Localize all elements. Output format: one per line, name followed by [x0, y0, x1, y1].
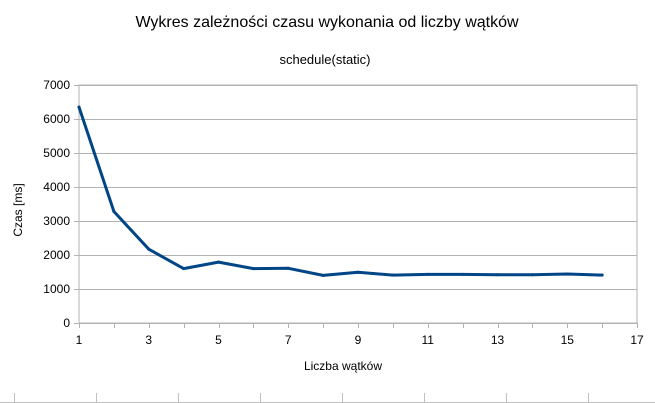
data-point	[182, 267, 186, 271]
y-tick-label: 4000	[43, 180, 70, 194]
y-tick-label: 2000	[43, 248, 70, 262]
y-tick-label: 0	[63, 316, 70, 330]
data-point	[356, 270, 360, 274]
chart-subtitle: schedule(static)	[279, 52, 370, 67]
y-axis-ticks: 0 1000 2000 3000 4000 5000 6000 7000	[43, 78, 70, 330]
data-point	[217, 260, 220, 264]
x-axis-label: Liczba wątków	[304, 359, 382, 373]
data-point	[251, 267, 255, 271]
y-tick-label: 7000	[43, 78, 70, 92]
series-line	[77, 105, 604, 277]
data-point	[391, 273, 395, 277]
x-axis-ticks: 1 3 5 7 9 11 13 15 17	[76, 323, 644, 347]
x-tick-label: 15	[561, 333, 575, 347]
gridlines	[74, 85, 637, 324]
y-tick-label: 6000	[43, 112, 70, 126]
plot-frame	[78, 84, 638, 324]
data-point	[321, 273, 325, 277]
x-tick-label: 3	[145, 333, 152, 347]
x-tick-label: 5	[215, 333, 222, 347]
data-point	[530, 273, 534, 277]
data-point	[112, 209, 116, 213]
y-tick-label: 1000	[43, 282, 70, 296]
data-point	[565, 272, 569, 276]
series-layer	[77, 105, 604, 277]
x-tick-label: 17	[630, 333, 644, 347]
data-point	[286, 266, 290, 270]
data-point	[147, 247, 151, 251]
data-point	[426, 272, 430, 276]
data-point	[77, 105, 81, 109]
x-tick-label: 1	[76, 333, 83, 347]
y-tick-label: 3000	[43, 214, 70, 228]
plot-area	[78, 84, 638, 324]
y-tick-label: 5000	[43, 146, 70, 160]
chart-title: Wykres zależności czasu wykonania od lic…	[135, 14, 519, 31]
bottom-decor-strip	[0, 393, 655, 403]
data-point	[461, 272, 465, 276]
y-axis-label: Czas [ms]	[11, 183, 25, 236]
x-tick-label: 7	[285, 333, 292, 347]
x-tick-label: 13	[491, 333, 505, 347]
x-tick-label: 11	[422, 333, 435, 347]
data-point	[600, 273, 604, 277]
x-tick-label: 9	[355, 333, 362, 347]
data-point	[496, 273, 499, 277]
